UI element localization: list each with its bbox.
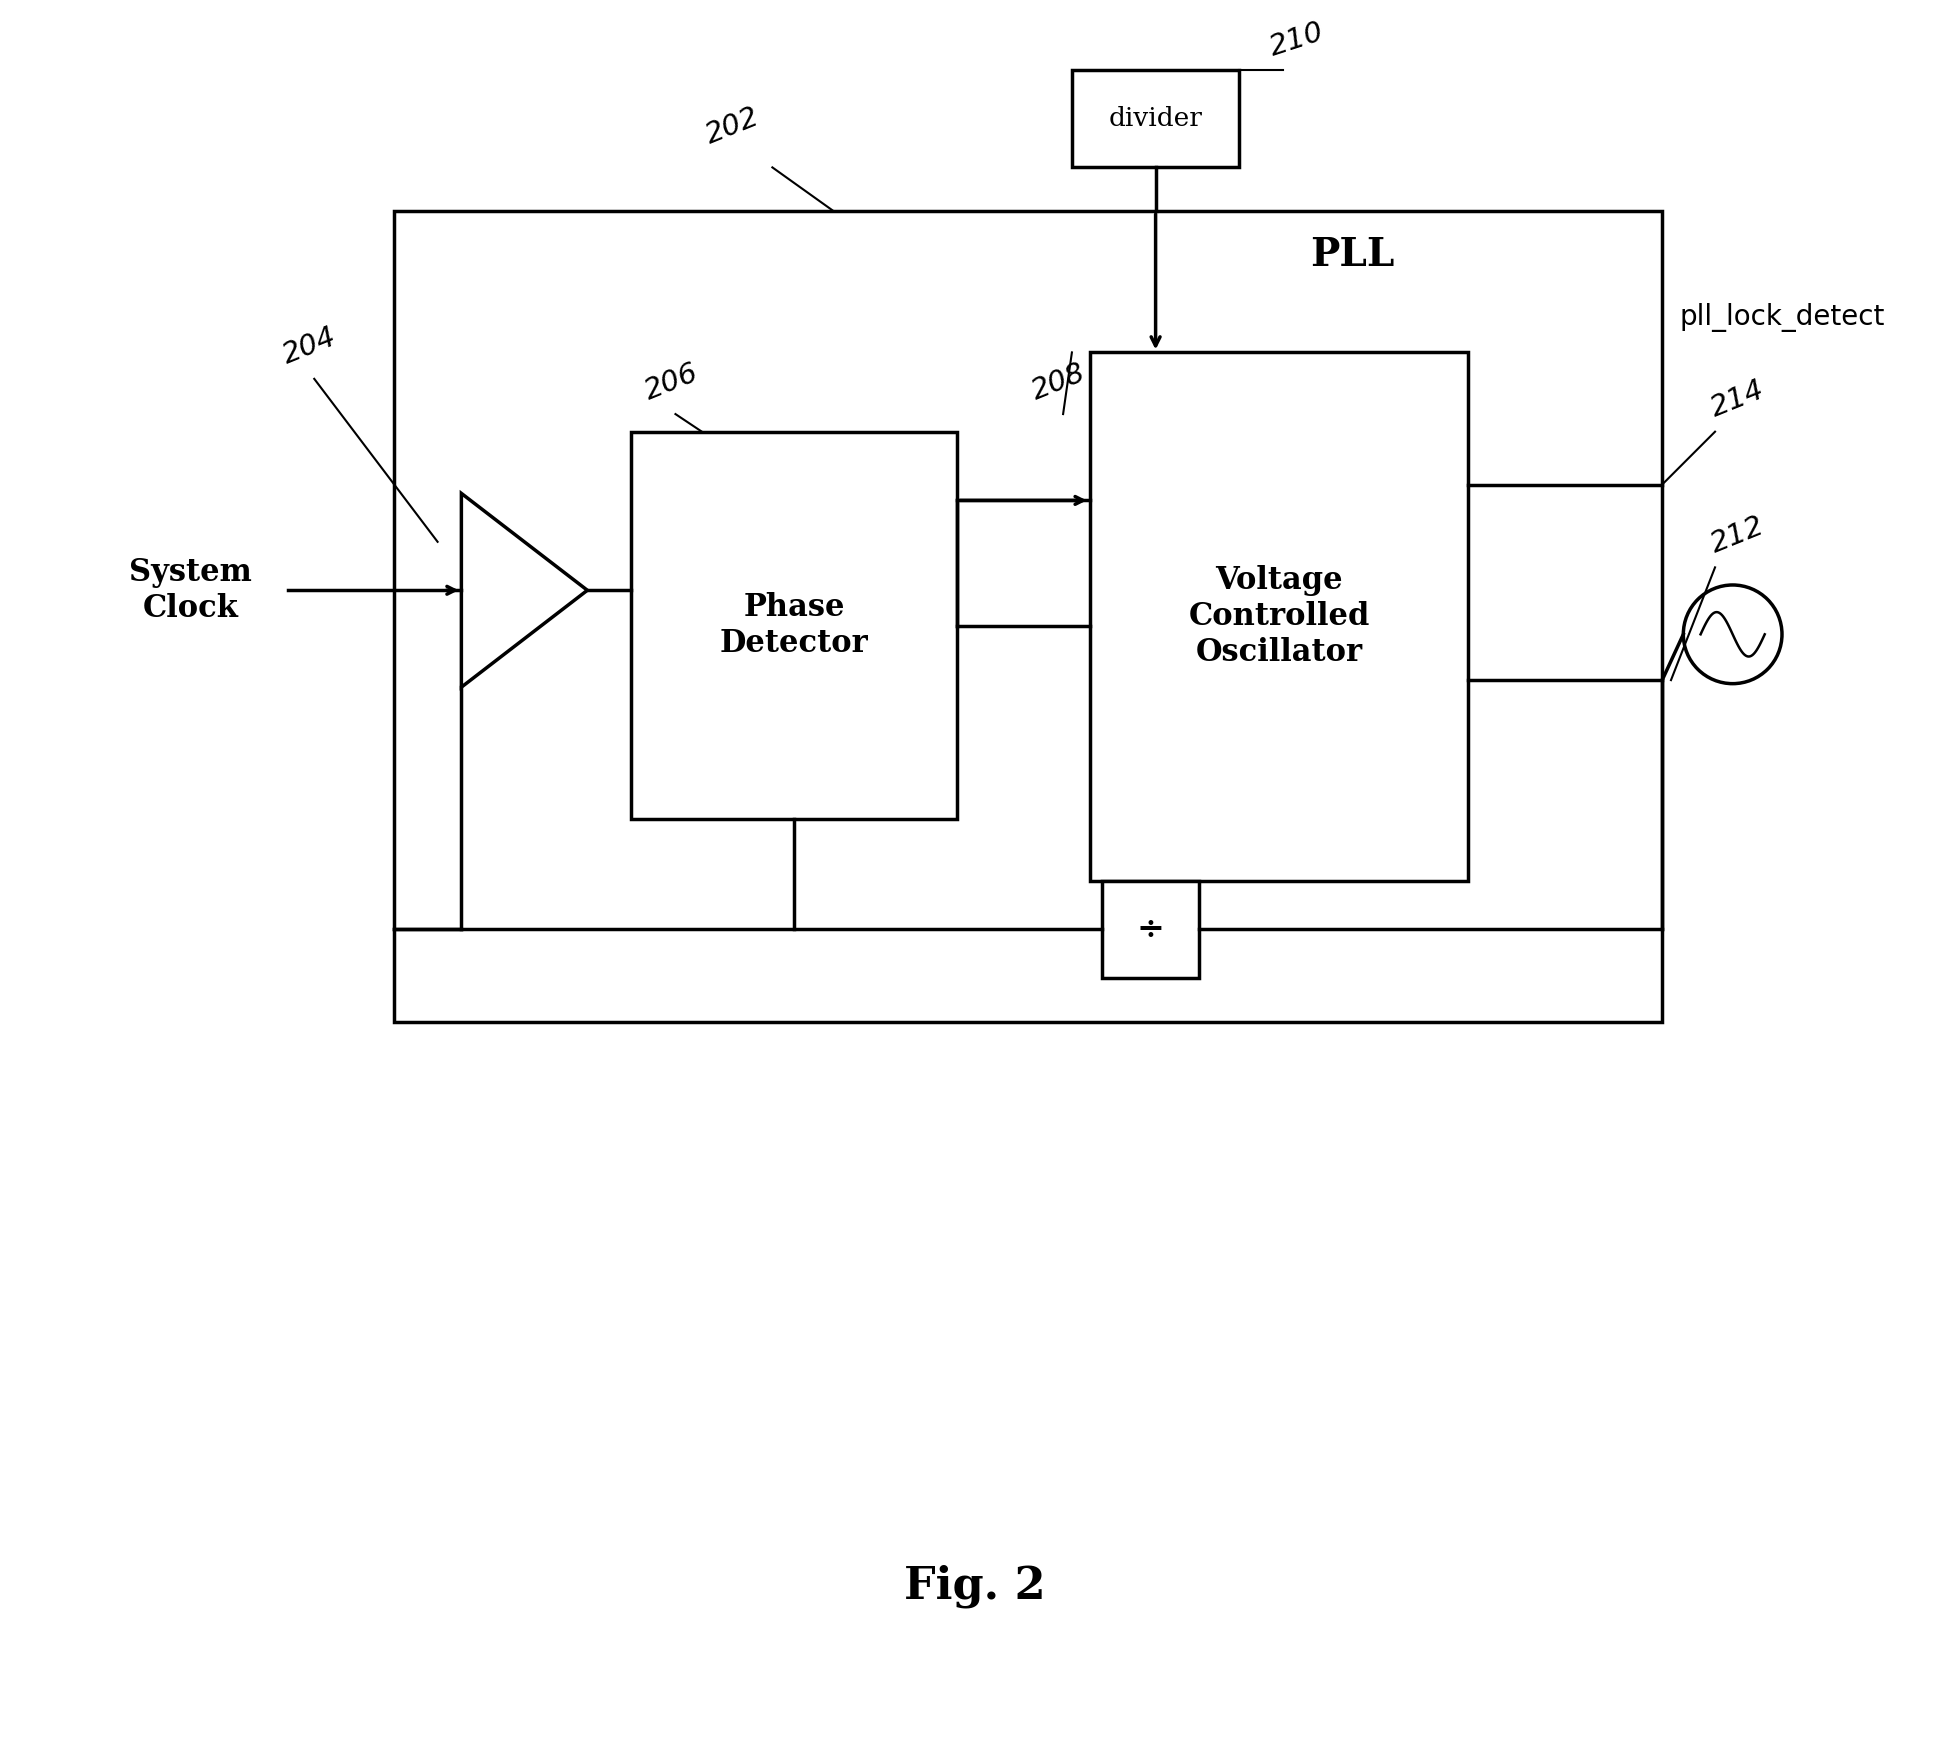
FancyBboxPatch shape (1090, 352, 1468, 881)
Text: Phase
Detector: Phase Detector (720, 592, 870, 659)
Text: 208: 208 (1028, 358, 1090, 405)
Text: ÷: ÷ (1137, 913, 1164, 946)
Text: 214: 214 (1706, 375, 1769, 423)
FancyBboxPatch shape (632, 432, 957, 819)
Text: Fig. 2: Fig. 2 (905, 1565, 1045, 1607)
Text: 204: 204 (279, 322, 341, 370)
FancyBboxPatch shape (1072, 70, 1240, 167)
Text: Voltage
Controlled
Oscillator: Voltage Controlled Oscillator (1188, 566, 1369, 668)
Text: 206: 206 (640, 358, 702, 405)
Text: divider: divider (1110, 106, 1203, 132)
Text: PLL: PLL (1310, 236, 1394, 275)
Text: 202: 202 (702, 102, 764, 150)
Polygon shape (462, 493, 587, 687)
Text: 212: 212 (1706, 511, 1769, 559)
FancyBboxPatch shape (1102, 881, 1199, 978)
Text: 210: 210 (1266, 18, 1328, 62)
Text: pll_lock_detect: pll_lock_detect (1679, 303, 1886, 331)
FancyBboxPatch shape (394, 211, 1661, 1022)
Text: System
Clock: System Clock (129, 557, 252, 624)
